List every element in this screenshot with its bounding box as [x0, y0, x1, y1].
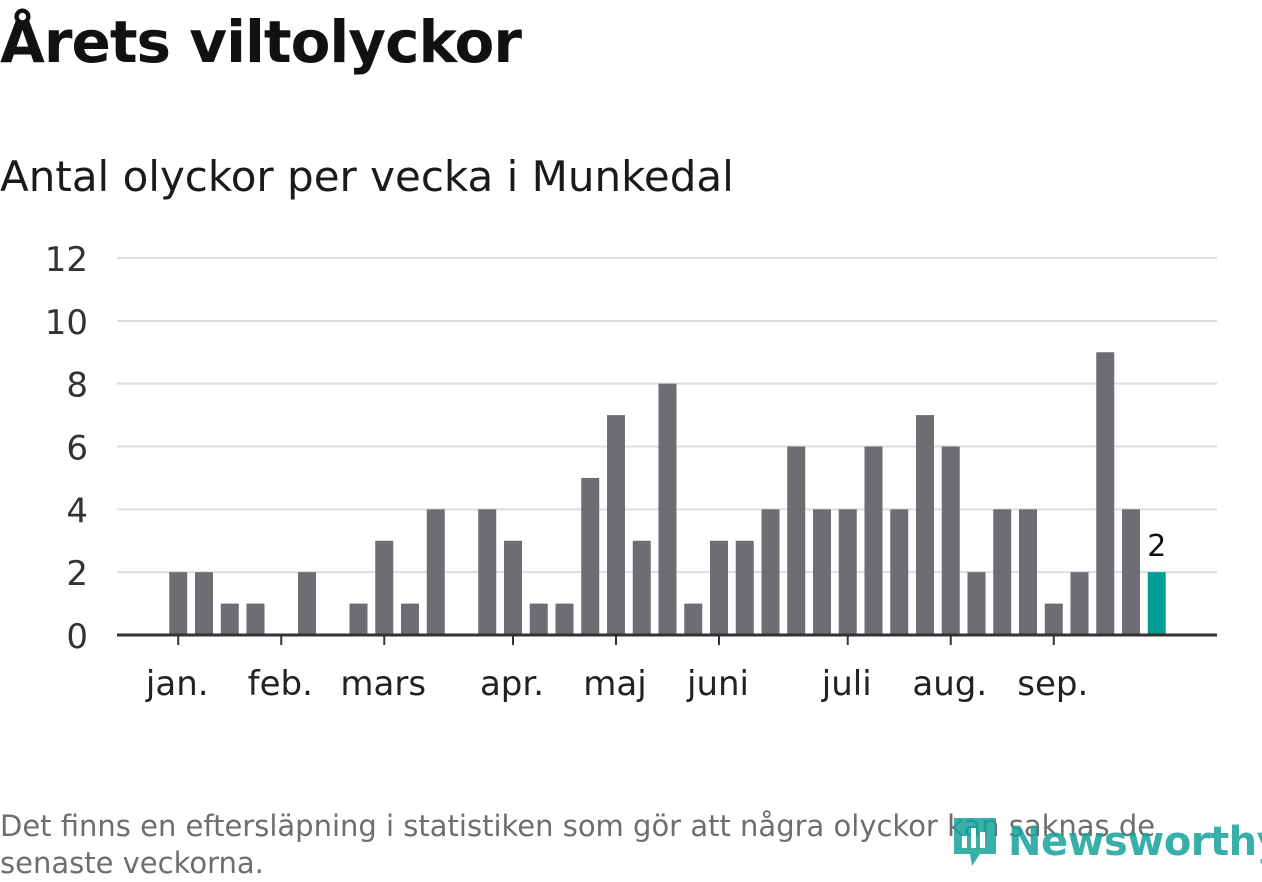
y-tick-label: 12 — [45, 240, 88, 280]
bar — [838, 509, 857, 635]
chart-title: Årets viltolyckor — [0, 8, 522, 76]
bar — [761, 509, 780, 635]
bar — [1070, 572, 1089, 635]
bar — [684, 603, 703, 635]
bar — [787, 446, 806, 635]
highlight-bar — [1147, 572, 1166, 635]
bar-chart: 0 2 4 6 8 10 12 jan. feb. mars apr. maj juni juli aug… — [45, 240, 1217, 704]
bar — [710, 540, 728, 635]
bar — [735, 540, 754, 635]
bar — [632, 540, 651, 635]
bar — [349, 603, 368, 635]
x-tick-label: jan. — [145, 664, 209, 704]
bar — [864, 446, 883, 635]
bar — [916, 415, 934, 635]
bar — [813, 509, 831, 635]
bar — [581, 477, 600, 635]
bar — [504, 540, 522, 635]
y-tick-label: 8 — [66, 366, 88, 406]
chart-subtitle: Antal olyckor per vecka i Munkedal — [0, 152, 734, 201]
y-tick-label: 6 — [66, 429, 88, 469]
newsworthy-logo: Newsworthy — [950, 814, 1262, 870]
bar — [967, 572, 986, 635]
y-tick-label: 4 — [66, 491, 88, 531]
y-tick-label: 10 — [45, 303, 88, 343]
bar — [169, 572, 188, 635]
bar — [658, 383, 677, 635]
bar — [220, 603, 239, 635]
x-tick-label: juni — [686, 664, 749, 704]
bar — [607, 415, 625, 635]
x-tick-label: feb. — [248, 664, 313, 704]
y-axis-ticks: 0 2 4 6 8 10 12 — [45, 240, 88, 657]
x-tick-label: aug. — [912, 664, 987, 704]
bar — [195, 572, 213, 635]
x-tick-label: maj — [583, 664, 646, 704]
newsworthy-logo-icon — [954, 818, 996, 866]
logo-text: Newsworthy — [1008, 819, 1262, 865]
bar — [426, 509, 445, 635]
y-tick-label: 0 — [66, 617, 88, 657]
bar — [401, 603, 419, 635]
bar — [941, 446, 960, 635]
bar — [529, 603, 548, 635]
data-labels: 2 — [1147, 529, 1166, 564]
bars — [169, 352, 1166, 635]
bar — [555, 603, 574, 635]
bar — [1122, 509, 1140, 635]
x-axis: jan. feb. mars apr. maj juni juli aug. sep. — [117, 633, 1217, 704]
x-tick-label: apr. — [480, 664, 544, 704]
bar — [375, 540, 394, 635]
bar — [1044, 603, 1063, 635]
y-tick-label: 2 — [66, 554, 88, 594]
bar — [246, 603, 265, 635]
x-tick-label: mars — [340, 664, 426, 704]
bar — [298, 572, 316, 635]
bar — [1019, 509, 1037, 635]
bar — [993, 509, 1012, 635]
bar — [890, 509, 909, 635]
bar — [478, 509, 497, 635]
x-tick-label: sep. — [1017, 664, 1088, 704]
highlight-value-label: 2 — [1147, 529, 1166, 564]
x-tick-label: juli — [821, 664, 872, 704]
bar — [1096, 352, 1115, 635]
